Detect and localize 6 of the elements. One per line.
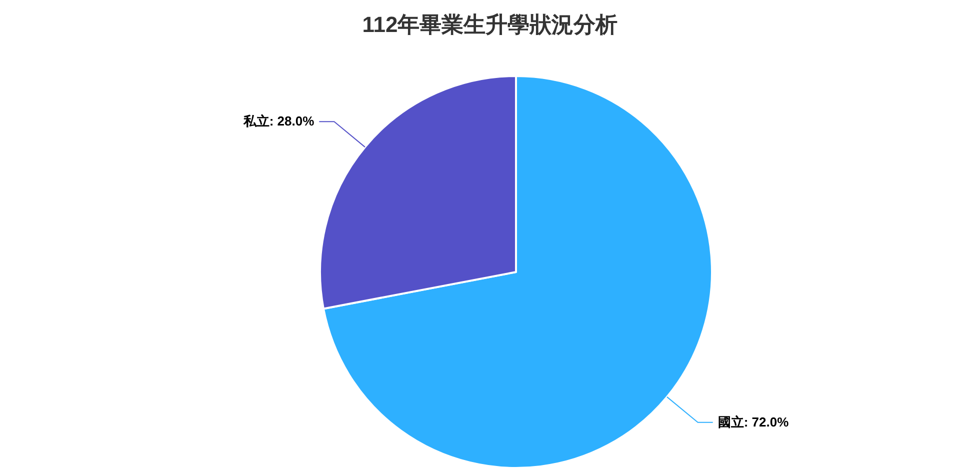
slice-label: 國立	[718, 414, 744, 430]
data-label: : 28.0%	[269, 114, 315, 129]
data-label: : 72.0%	[744, 414, 790, 430]
pie-slice	[322, 75, 713, 469]
chart-title: 112年畢業生升學狀況分析	[362, 12, 618, 37]
slice-label: 私立	[242, 114, 270, 129]
